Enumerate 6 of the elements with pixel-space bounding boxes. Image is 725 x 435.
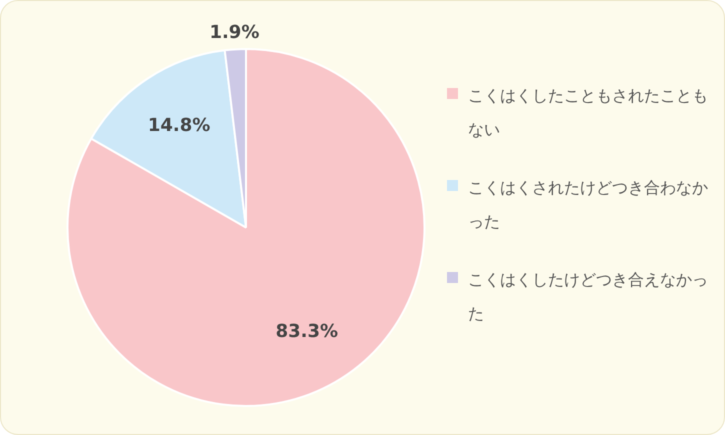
legend-label: こくはくしたこともされたこともない [468, 85, 709, 141]
data-label: 14.8% [148, 114, 210, 136]
legend-label: こくはくしたけどつき合えなかった [468, 269, 709, 325]
data-label: 1.9% [209, 22, 260, 44]
data-label: 83.3% [276, 321, 338, 342]
legend-label: こくはくされたけどつき合わなかった [468, 177, 709, 233]
